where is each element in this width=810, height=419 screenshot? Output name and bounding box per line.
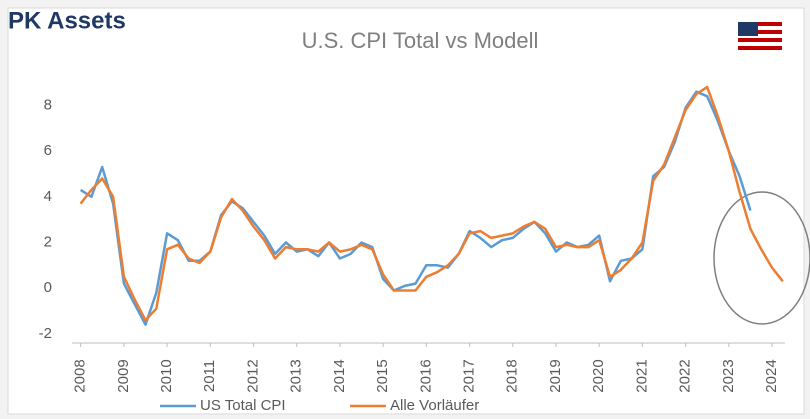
x-tick-label: 2020 [590,359,607,392]
series-line [79,85,784,322]
legend-label: Alle Vorläufer [390,397,479,414]
x-tick-label: 2012 [244,359,261,392]
x-tick-label: 2015 [374,359,391,392]
x-tick-label: 2024 [763,359,780,392]
highlight-circle [713,191,810,325]
x-tick-label: 2023 [720,359,737,392]
y-tick-label: 4 [44,188,52,205]
y-tick-label: 6 [44,142,52,159]
legend-label: US Total CPI [200,397,286,414]
x-tick-label: 2014 [331,359,348,392]
y-tick-label: 0 [44,279,52,296]
chart-frame [7,7,805,415]
x-tick-label: 2022 [677,359,694,392]
x-tick-label: 2021 [633,359,650,392]
y-tick-label: 2 [44,233,52,250]
x-tick-label: 2018 [504,359,521,392]
chart-title: U.S. CPI Total vs Modell [302,28,539,53]
flag [738,22,782,50]
y-tick-label: 8 [44,96,52,113]
logo: PK Assets [8,7,126,34]
x-tick-label: 2016 [417,359,434,392]
x-tick-label: 2010 [158,359,175,392]
x-tick-label: 2011 [201,360,218,392]
y-tick-label: -2 [39,325,52,342]
x-tick-label: 2008 [72,359,89,392]
x-tick-label: 2013 [288,359,305,392]
x-tick-label: 2009 [115,359,132,392]
x-tick-label: 2019 [547,359,564,392]
x-tick-label: 2017 [461,359,478,392]
